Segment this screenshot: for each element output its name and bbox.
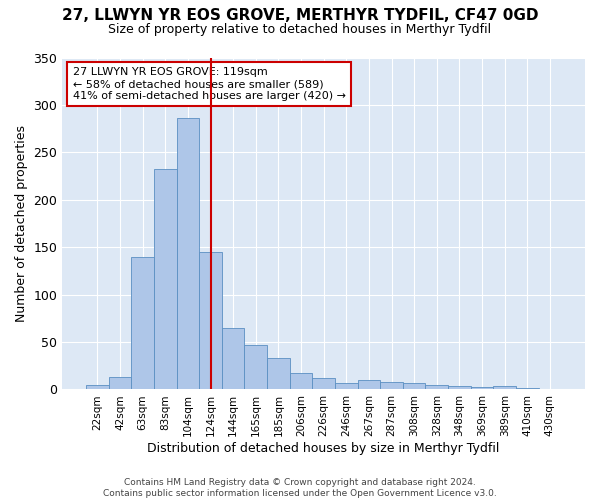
Bar [539, 388, 561, 390]
Bar [131, 256, 154, 390]
Y-axis label: Number of detached properties: Number of detached properties [15, 125, 28, 322]
Bar [199, 252, 222, 390]
Text: Size of property relative to detached houses in Merthyr Tydfil: Size of property relative to detached ho… [109, 22, 491, 36]
Bar [425, 384, 448, 390]
Bar [154, 170, 176, 390]
Bar [313, 378, 335, 390]
Bar [335, 383, 358, 390]
Bar [403, 383, 425, 390]
Text: 27, LLWYN YR EOS GROVE, MERTHYR TYDFIL, CF47 0GD: 27, LLWYN YR EOS GROVE, MERTHYR TYDFIL, … [62, 8, 538, 22]
Text: 27 LLWYN YR EOS GROVE: 119sqm
← 58% of detached houses are smaller (589)
41% of : 27 LLWYN YR EOS GROVE: 119sqm ← 58% of d… [73, 68, 346, 100]
Bar [358, 380, 380, 390]
Bar [448, 386, 471, 390]
Bar [471, 386, 493, 390]
X-axis label: Distribution of detached houses by size in Merthyr Tydfil: Distribution of detached houses by size … [148, 442, 500, 455]
Bar [267, 358, 290, 390]
Bar [516, 388, 539, 390]
Bar [290, 374, 313, 390]
Bar [222, 328, 244, 390]
Bar [176, 118, 199, 390]
Bar [380, 382, 403, 390]
Bar [109, 377, 131, 390]
Text: Contains HM Land Registry data © Crown copyright and database right 2024.
Contai: Contains HM Land Registry data © Crown c… [103, 478, 497, 498]
Bar [86, 384, 109, 390]
Bar [493, 386, 516, 390]
Bar [244, 345, 267, 390]
